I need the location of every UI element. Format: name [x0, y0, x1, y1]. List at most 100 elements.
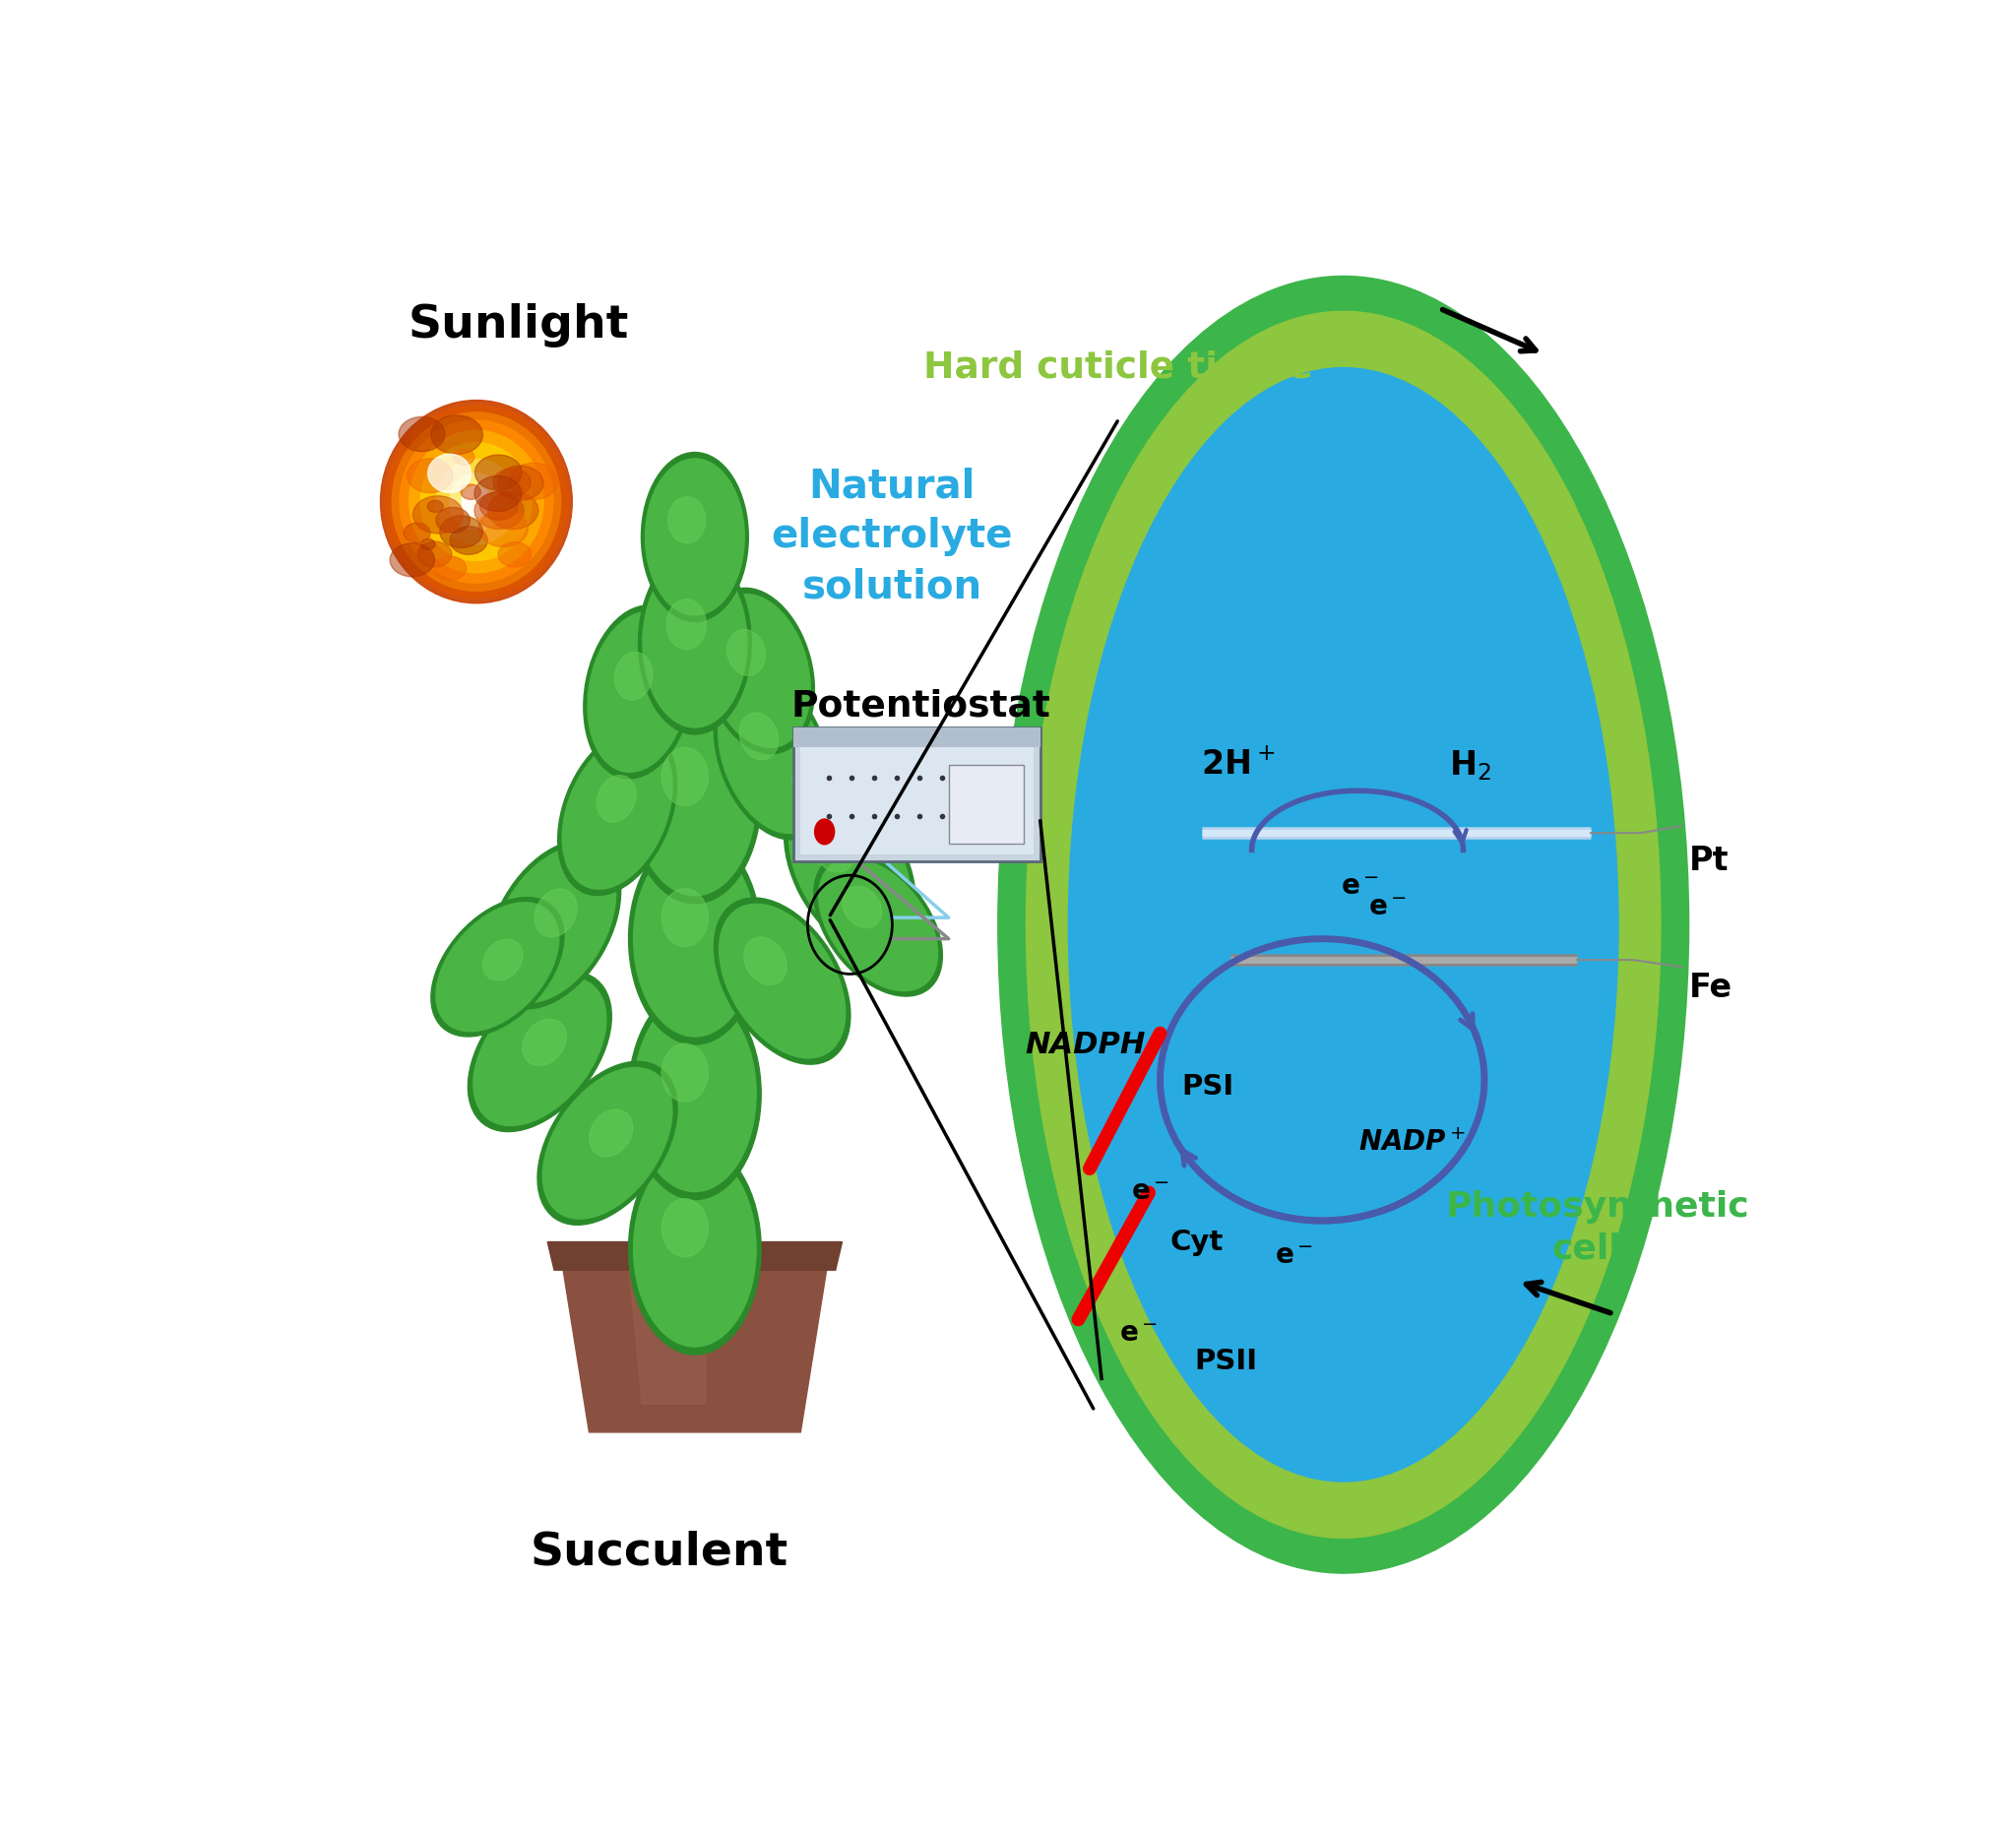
- Ellipse shape: [498, 465, 544, 500]
- FancyBboxPatch shape: [794, 727, 1040, 747]
- Ellipse shape: [843, 886, 881, 928]
- Ellipse shape: [1068, 368, 1619, 1481]
- Ellipse shape: [381, 401, 573, 602]
- Text: e$^-$: e$^-$: [1367, 894, 1407, 921]
- Ellipse shape: [482, 939, 522, 980]
- Text: H$_2$: H$_2$: [1450, 749, 1492, 782]
- Text: Cyt: Cyt: [1169, 1229, 1224, 1256]
- Ellipse shape: [498, 542, 532, 568]
- Ellipse shape: [633, 840, 756, 1036]
- Ellipse shape: [488, 840, 621, 1009]
- Ellipse shape: [462, 487, 490, 516]
- Ellipse shape: [494, 469, 530, 496]
- Ellipse shape: [718, 677, 827, 833]
- Text: NADPH: NADPH: [1026, 1031, 1145, 1058]
- Ellipse shape: [589, 612, 689, 773]
- Ellipse shape: [399, 421, 552, 582]
- Ellipse shape: [661, 1044, 708, 1102]
- Ellipse shape: [720, 905, 845, 1058]
- Ellipse shape: [702, 588, 814, 754]
- Ellipse shape: [714, 897, 851, 1064]
- Ellipse shape: [488, 491, 538, 529]
- Text: Hard cuticle tissue: Hard cuticle tissue: [923, 350, 1312, 386]
- Ellipse shape: [435, 903, 558, 1031]
- Ellipse shape: [409, 430, 544, 573]
- Ellipse shape: [435, 507, 470, 533]
- Ellipse shape: [814, 818, 835, 844]
- Ellipse shape: [661, 1199, 708, 1256]
- Ellipse shape: [740, 712, 778, 760]
- Ellipse shape: [667, 496, 706, 544]
- Text: Pt: Pt: [1689, 844, 1728, 877]
- Ellipse shape: [812, 824, 855, 872]
- Ellipse shape: [728, 630, 766, 676]
- Ellipse shape: [597, 775, 635, 822]
- Ellipse shape: [645, 460, 744, 615]
- Ellipse shape: [998, 276, 1689, 1573]
- Ellipse shape: [633, 996, 756, 1192]
- Ellipse shape: [431, 416, 482, 454]
- Ellipse shape: [641, 452, 748, 621]
- Ellipse shape: [510, 463, 558, 500]
- Text: e$^-$: e$^-$: [1131, 1179, 1169, 1207]
- Ellipse shape: [399, 417, 446, 452]
- Ellipse shape: [391, 412, 560, 591]
- Text: e$^-$: e$^-$: [1341, 873, 1379, 901]
- Ellipse shape: [433, 557, 466, 580]
- FancyBboxPatch shape: [950, 765, 1024, 844]
- Ellipse shape: [474, 493, 524, 529]
- Ellipse shape: [385, 405, 566, 599]
- Ellipse shape: [583, 606, 694, 778]
- Ellipse shape: [427, 500, 444, 513]
- Ellipse shape: [639, 551, 752, 734]
- Ellipse shape: [454, 449, 474, 465]
- Ellipse shape: [629, 833, 762, 1044]
- Ellipse shape: [427, 454, 472, 493]
- Text: e$^-$: e$^-$: [1119, 1320, 1159, 1348]
- Ellipse shape: [542, 1067, 671, 1219]
- Ellipse shape: [478, 509, 528, 547]
- FancyBboxPatch shape: [800, 747, 1032, 853]
- Ellipse shape: [629, 989, 762, 1199]
- Ellipse shape: [435, 460, 516, 544]
- Ellipse shape: [661, 747, 708, 806]
- Text: Potentiostat: Potentiostat: [790, 688, 1050, 723]
- Polygon shape: [627, 1256, 708, 1404]
- Ellipse shape: [706, 595, 810, 747]
- Ellipse shape: [450, 472, 504, 531]
- Ellipse shape: [413, 496, 464, 533]
- Text: Sunlight: Sunlight: [407, 304, 629, 348]
- Ellipse shape: [468, 972, 611, 1132]
- Ellipse shape: [661, 888, 708, 947]
- Text: Succulent: Succulent: [530, 1531, 788, 1575]
- Ellipse shape: [417, 542, 452, 568]
- Text: PSI: PSI: [1181, 1073, 1234, 1100]
- Polygon shape: [548, 1241, 843, 1271]
- Ellipse shape: [744, 937, 786, 985]
- Ellipse shape: [714, 672, 831, 840]
- Text: Fe: Fe: [1689, 972, 1732, 1005]
- Ellipse shape: [522, 1020, 566, 1066]
- Ellipse shape: [421, 538, 435, 549]
- Ellipse shape: [633, 1152, 756, 1348]
- Ellipse shape: [629, 1143, 762, 1355]
- Ellipse shape: [462, 485, 480, 500]
- Ellipse shape: [633, 699, 756, 895]
- Text: Photosynthetic
cells: Photosynthetic cells: [1445, 1190, 1750, 1265]
- Ellipse shape: [667, 599, 706, 650]
- Ellipse shape: [814, 853, 941, 996]
- Ellipse shape: [558, 729, 677, 895]
- Ellipse shape: [629, 692, 762, 903]
- Ellipse shape: [474, 476, 522, 511]
- Ellipse shape: [534, 890, 577, 937]
- Ellipse shape: [476, 454, 522, 491]
- Ellipse shape: [538, 1062, 677, 1225]
- Text: NADP$^+$: NADP$^+$: [1359, 1130, 1466, 1157]
- Ellipse shape: [492, 846, 615, 1003]
- Ellipse shape: [818, 859, 937, 991]
- Ellipse shape: [403, 524, 429, 542]
- Ellipse shape: [431, 897, 564, 1036]
- Ellipse shape: [589, 1110, 633, 1157]
- Text: e$^-$: e$^-$: [1274, 1241, 1312, 1269]
- Text: 2H$^+$: 2H$^+$: [1202, 749, 1274, 782]
